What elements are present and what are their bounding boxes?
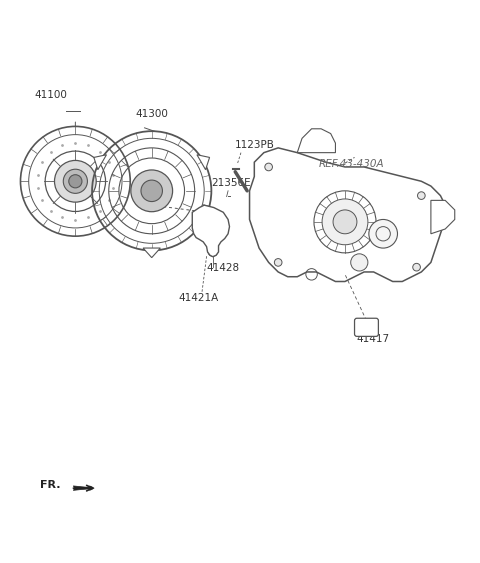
- Polygon shape: [192, 205, 229, 257]
- Text: FR.: FR.: [39, 480, 60, 490]
- Polygon shape: [297, 129, 336, 153]
- Text: 41100: 41100: [35, 90, 68, 100]
- Circle shape: [55, 160, 96, 202]
- Polygon shape: [250, 148, 445, 282]
- Circle shape: [275, 258, 282, 266]
- Circle shape: [63, 169, 87, 193]
- Circle shape: [322, 199, 368, 245]
- Circle shape: [131, 170, 173, 212]
- Polygon shape: [143, 248, 160, 258]
- Text: 21356E: 21356E: [211, 178, 251, 189]
- Polygon shape: [94, 155, 107, 169]
- Text: 41417: 41417: [357, 334, 390, 345]
- Circle shape: [333, 210, 357, 234]
- Circle shape: [351, 254, 368, 271]
- Text: 41421A: 41421A: [178, 293, 218, 303]
- Circle shape: [69, 175, 82, 188]
- Circle shape: [200, 216, 227, 242]
- Text: REF.43-430A: REF.43-430A: [319, 159, 384, 169]
- Text: 41300: 41300: [135, 109, 168, 119]
- Polygon shape: [431, 200, 455, 234]
- Circle shape: [208, 247, 217, 256]
- Circle shape: [413, 263, 420, 271]
- Circle shape: [265, 163, 273, 171]
- Polygon shape: [197, 155, 210, 169]
- Circle shape: [418, 192, 425, 199]
- Text: 41428: 41428: [206, 263, 240, 273]
- FancyBboxPatch shape: [355, 318, 378, 336]
- Circle shape: [369, 220, 397, 248]
- Circle shape: [141, 180, 162, 202]
- Text: 1123PB: 1123PB: [235, 140, 275, 150]
- Circle shape: [206, 221, 221, 236]
